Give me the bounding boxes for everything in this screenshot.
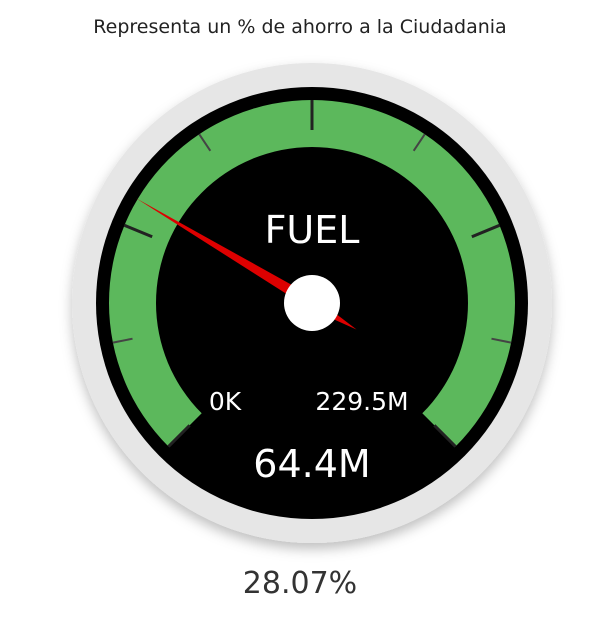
major-tick [167, 424, 191, 448]
minor-tick [112, 337, 133, 344]
value-label: 64.4M [253, 442, 370, 486]
gauge-band [108, 99, 515, 447]
minor-tick [412, 133, 426, 152]
chart-title: Representa un % de ahorro a la Ciudadani… [93, 16, 507, 38]
major-tick [123, 223, 153, 239]
min-label: 0K [209, 387, 242, 416]
major-tick [433, 424, 457, 448]
max-label: 229.5M [315, 387, 408, 416]
major-tick [471, 223, 501, 239]
percent-label: 28.07% [242, 566, 358, 601]
gauge-label: FUEL [265, 208, 360, 252]
minor-tick [198, 133, 212, 152]
needle-hub [284, 275, 340, 331]
minor-tick [491, 337, 512, 344]
